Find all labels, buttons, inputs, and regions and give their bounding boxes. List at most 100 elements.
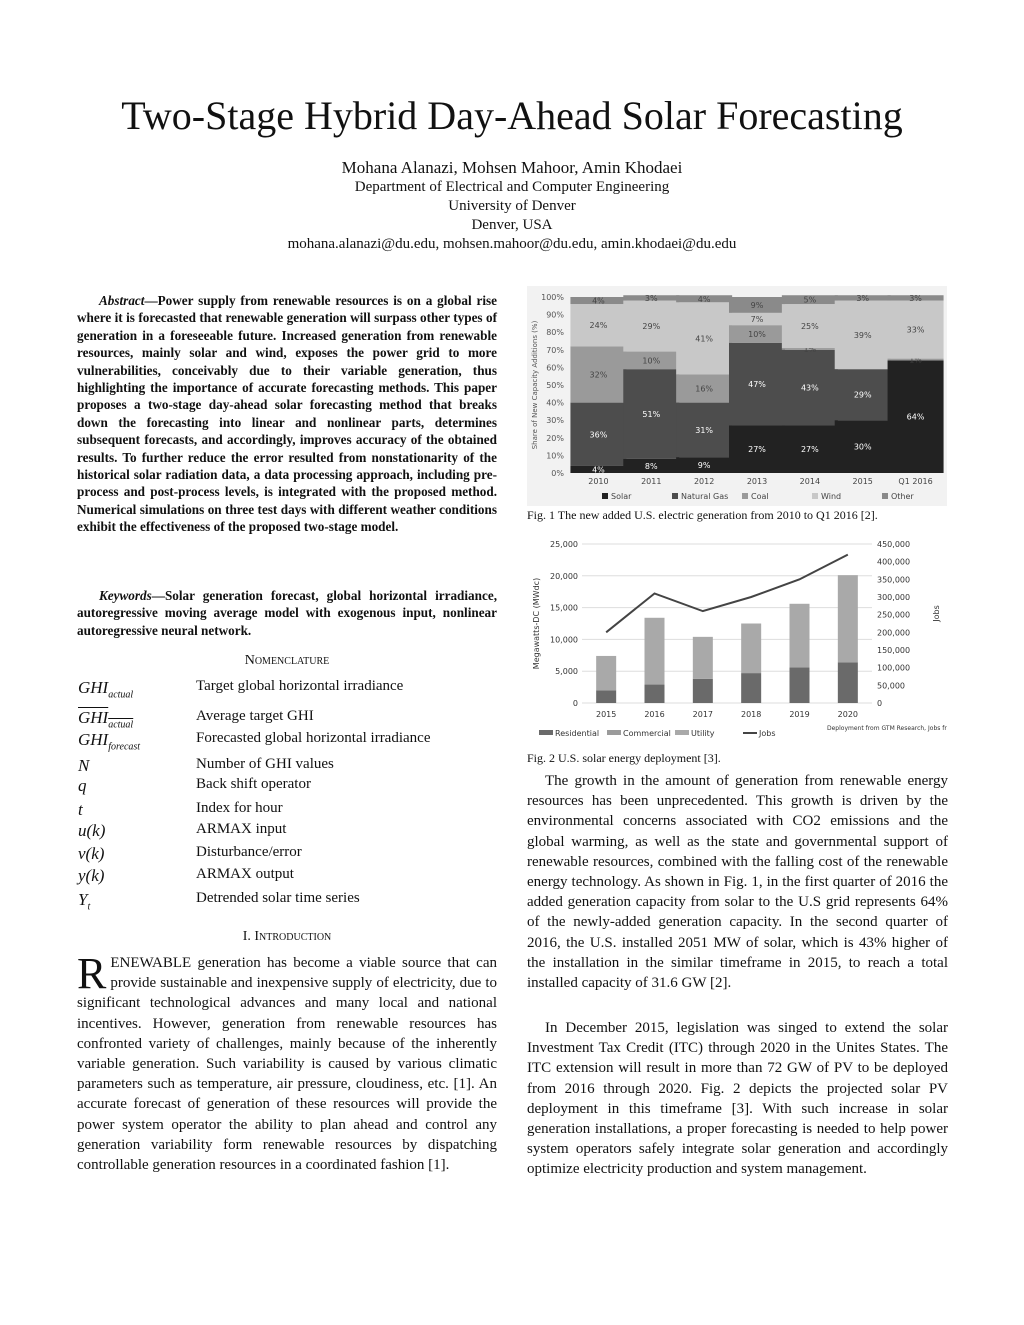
y-tick-label: 5,000: [555, 667, 578, 676]
y-tick-label: 40%: [546, 399, 564, 408]
bar-segment-other: [729, 297, 785, 313]
legend-label: Jobs: [758, 729, 776, 738]
data-label: 41%: [695, 334, 713, 343]
bar-segment-residential: [789, 667, 810, 703]
y-tick-label: 90%: [546, 311, 564, 320]
data-label: 24%: [590, 321, 608, 330]
x-tick-label: 2015: [596, 710, 616, 719]
bar-segment-solar: [676, 457, 733, 473]
bar-segment-solar: [623, 458, 680, 473]
abstract-text: Power supply from renewable resources is…: [77, 293, 497, 535]
paper-title: Two-Stage Hybrid Day-Ahead Solar Forecas…: [121, 93, 903, 138]
data-label: 25%: [801, 322, 819, 331]
abstract: Abstract—Power supply from renewable res…: [77, 293, 497, 535]
bar-segment-coal: [729, 325, 785, 343]
bar-segment-natural-gas: [623, 369, 680, 459]
legend-label: Other: [891, 492, 914, 501]
bar-segment-residential: [644, 684, 665, 703]
emails: mohana.alanazi@du.edu, mohsen.mahoor@du.…: [287, 236, 737, 252]
bar-segment-coal: [570, 346, 627, 403]
nomenclature-symbol: v(k): [78, 844, 105, 863]
y-tick-label: 80%: [546, 328, 564, 337]
x-tick-label: 2012: [694, 477, 714, 486]
y2-tick-label: 250,000: [877, 611, 910, 620]
data-label: 8%: [645, 462, 658, 471]
data-label: 1%: [909, 355, 922, 364]
data-label: 4%: [698, 295, 711, 304]
data-label: 47%: [748, 380, 766, 389]
x-tick-label: 2014: [800, 477, 820, 486]
nomenclature-symbol: GHIforecast: [78, 730, 141, 753]
y-tick-label: 25,000: [550, 540, 578, 549]
y-tick-label: 15,000: [550, 604, 578, 613]
x-tick-label: 2010: [588, 477, 608, 486]
legend-swatch: [812, 493, 818, 499]
bar-segment-utility: [692, 636, 713, 679]
legend-swatch: [672, 493, 678, 499]
figure-2-chart: 0 5,000 10,000 15,000 20,000 25,000 0 50,000 100…: [532, 540, 947, 738]
bar-segment-natural-gas: [781, 349, 838, 426]
bar-segment-residential: [596, 690, 617, 703]
nomenclature-symbol: N: [78, 756, 90, 775]
nomenclature-definition: Number of GHI values: [196, 756, 334, 772]
data-label: 43%: [801, 384, 819, 393]
legend-label: Solar: [611, 492, 632, 501]
y-tick-label: 60%: [546, 363, 564, 372]
y2-tick-label: 150,000: [877, 646, 910, 655]
figure-2-caption: Fig. 2 U.S. solar energy deployment [3].: [527, 751, 721, 765]
legend-label: Wind: [821, 492, 841, 501]
data-label: 1%: [804, 345, 817, 354]
bar-segment-natural-gas: [834, 369, 891, 421]
keywords-text: Solar generation forecast, global horizo…: [77, 588, 497, 638]
y-tick-label: 70%: [546, 346, 564, 355]
bar-segment-residential: [837, 662, 858, 703]
y-tick-label: 100%: [541, 293, 564, 302]
bar-segment-wind: [676, 302, 733, 375]
bar-segment-wind: [781, 304, 838, 349]
source-note: Deployment from GTM Research, Jobs from …: [827, 725, 947, 732]
nomenclature-definition: Index for hour: [196, 800, 283, 816]
x-tick-label: 2013: [747, 477, 767, 486]
bar-segment-utility: [789, 603, 810, 668]
jobs-line: [605, 553, 849, 634]
y-tick-label: 50%: [546, 381, 564, 390]
right-paragraph-1: The growth in the amount of generation f…: [527, 773, 948, 992]
data-label: 10%: [748, 330, 766, 339]
data-label: 29%: [854, 391, 872, 400]
nomenclature-heading: Nomenclature: [244, 653, 330, 668]
y2-tick-label: 50,000: [877, 681, 905, 690]
bar-segment-utility: [596, 655, 617, 691]
y-tick-label: 20,000: [550, 572, 578, 581]
legend-label: Utility: [691, 729, 715, 738]
bar-segment-wind: [623, 300, 680, 352]
data-label: 27%: [801, 445, 819, 454]
y-axis-label: Share of New Capacity Additions (%): [531, 320, 539, 449]
legend-label: Commercial: [623, 729, 671, 738]
nomenclature-definition: Detrended solar time series: [196, 890, 360, 906]
drop-cap: R: [77, 949, 107, 998]
legend-swatch: [675, 730, 689, 735]
y2-axis-label: Jobs: [932, 605, 941, 623]
bar-segment-natural-gas: [729, 342, 785, 426]
affiliation-univ: University of Denver: [448, 198, 576, 214]
nomenclature-definition: Target global horizontal irradiance: [196, 678, 404, 694]
intro-paragraph: R ENEWABLE generation has become a viable…: [77, 949, 497, 1175]
x-tick-label: 2017: [693, 710, 713, 719]
keywords: Keywords—Solar generation forecast, glob…: [77, 588, 497, 638]
data-label: 4%: [592, 465, 605, 474]
legend-swatch: [602, 493, 608, 499]
data-label: 16%: [695, 385, 713, 394]
x-tick-label: 2020: [838, 710, 858, 719]
data-label: 10%: [642, 356, 660, 365]
affiliation-city: Denver, USA: [471, 217, 553, 233]
data-label: 3%: [909, 294, 922, 303]
y2-tick-label: 300,000: [877, 593, 910, 602]
data-label: 39%: [854, 331, 872, 340]
keywords-label: Keywords: [99, 588, 152, 603]
bar-segment-wind: [570, 304, 627, 347]
y-axis-label: Megawatts-DC (MWdc): [532, 578, 541, 669]
legend-swatch: [742, 493, 748, 499]
y-tick-label: 0%: [551, 469, 564, 478]
bar-segment-coal: [887, 358, 944, 361]
bar-segment-utility: [741, 623, 762, 674]
